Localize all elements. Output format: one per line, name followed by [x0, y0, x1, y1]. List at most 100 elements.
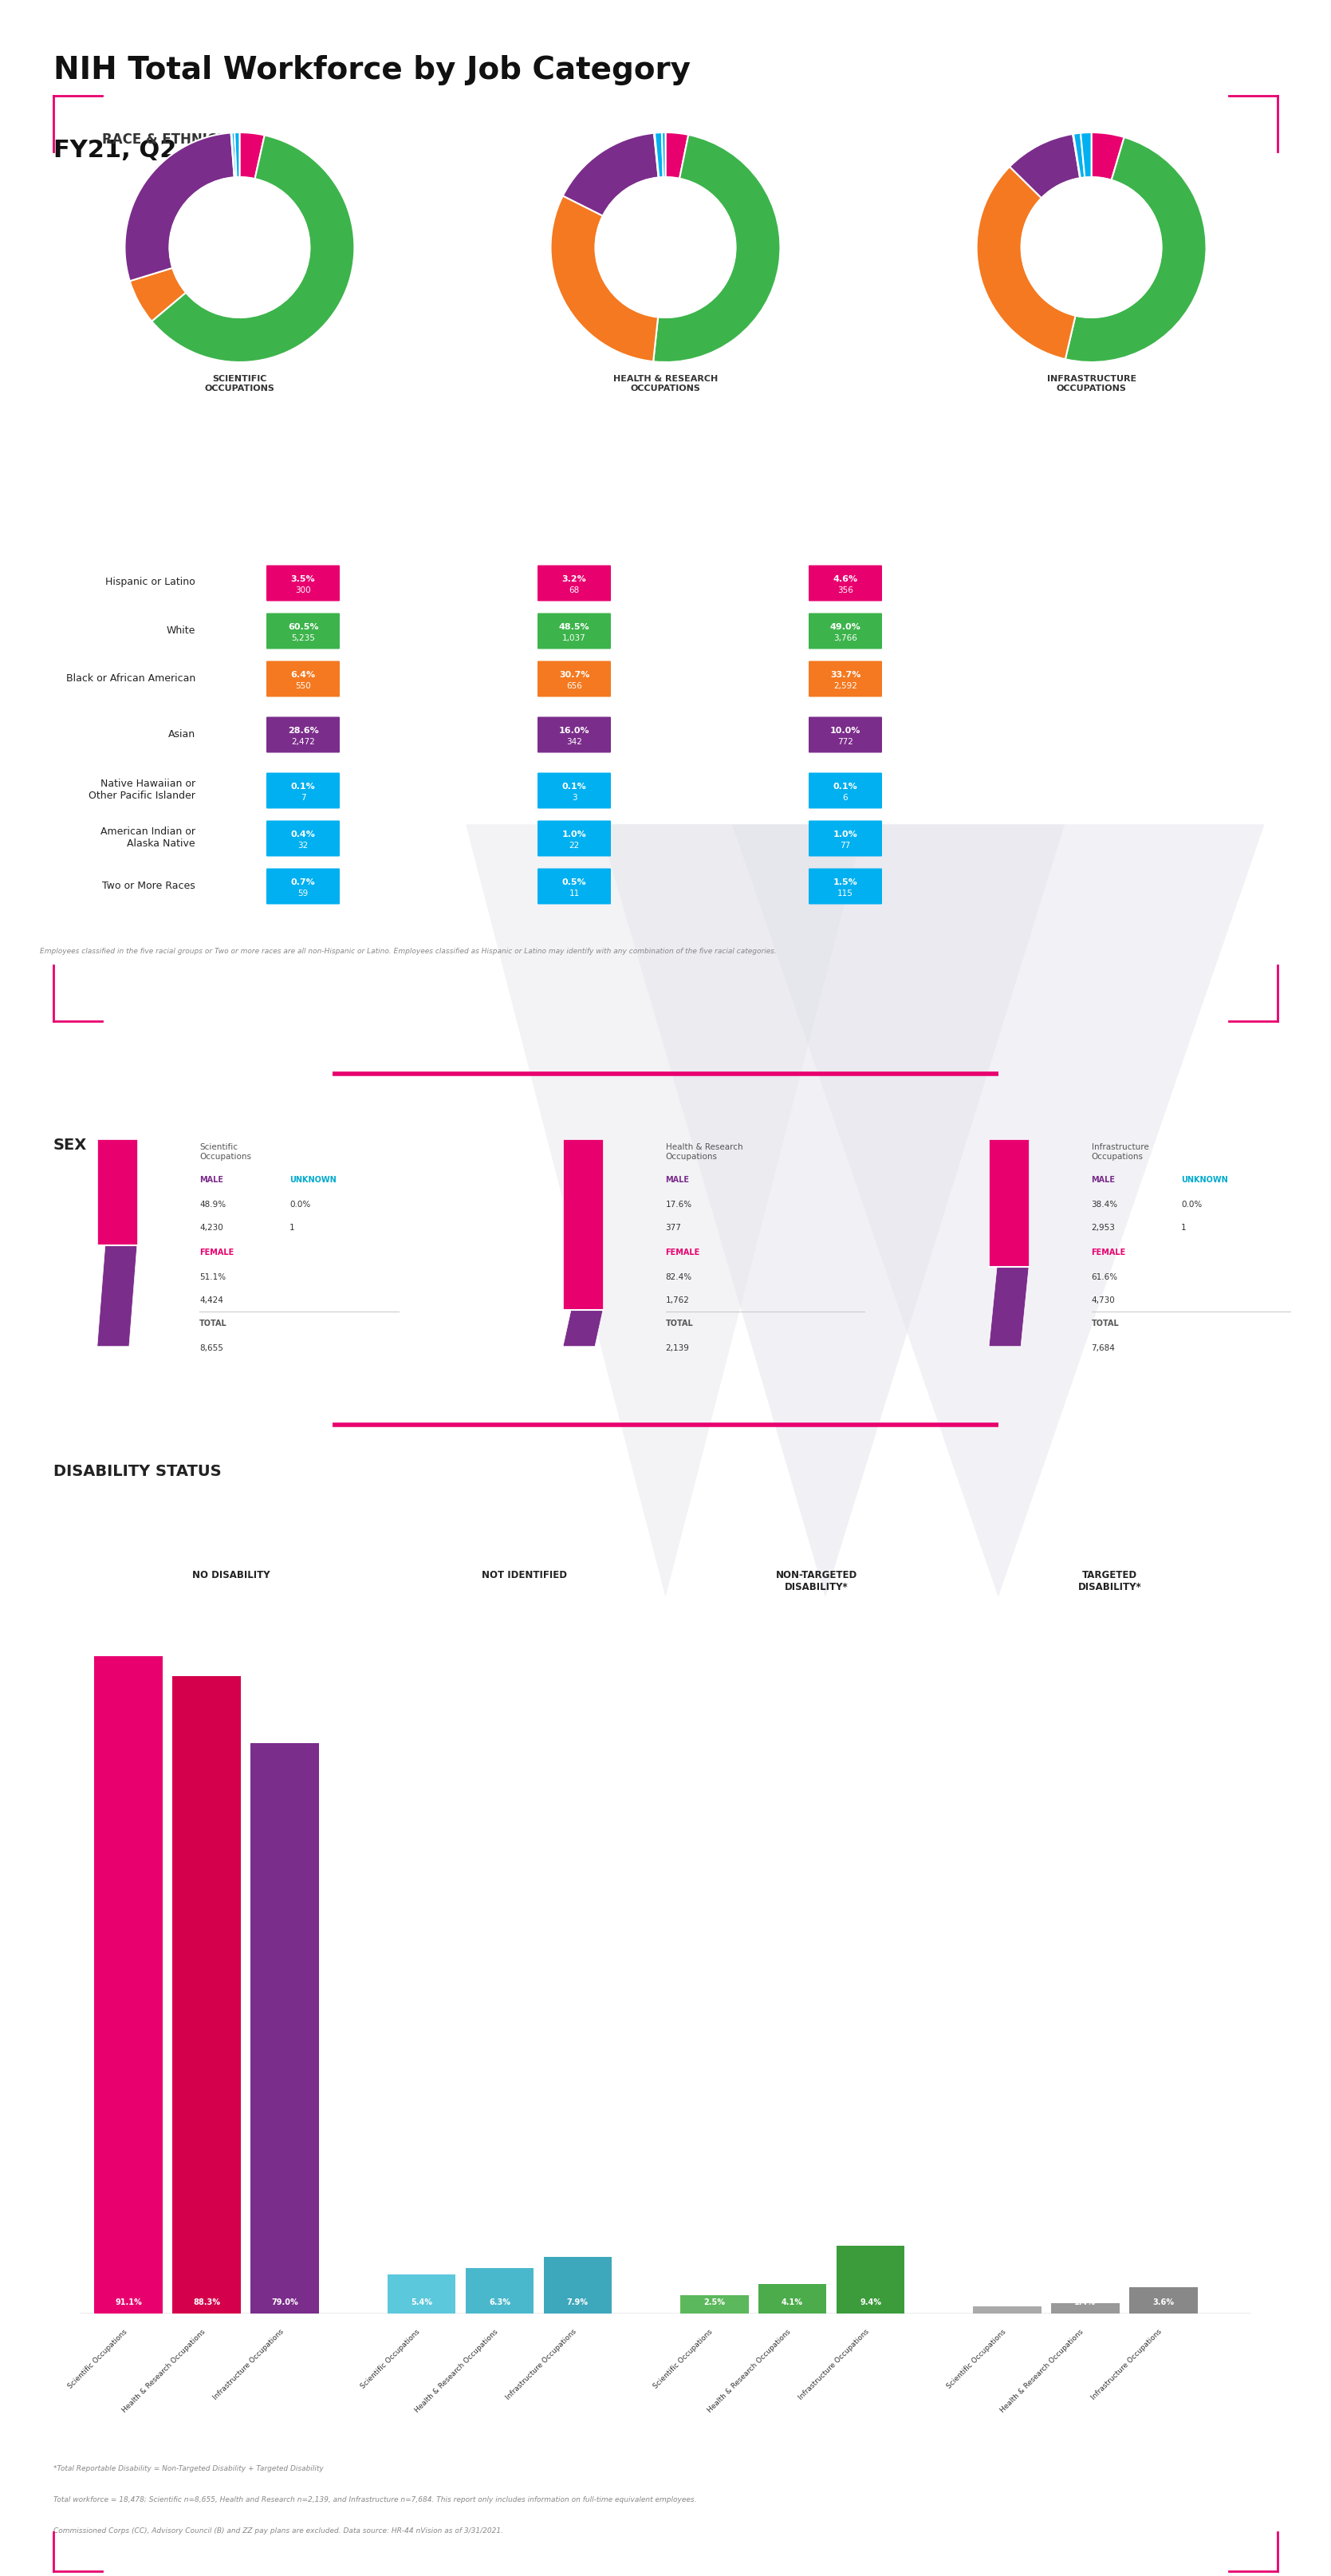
Text: 3.6%: 3.6% — [1153, 2298, 1174, 2306]
Text: 9.4%: 9.4% — [860, 2298, 881, 2306]
Bar — [173, 1677, 241, 2313]
Bar — [836, 2246, 905, 2313]
Bar — [250, 1744, 319, 2313]
FancyBboxPatch shape — [809, 868, 882, 904]
Wedge shape — [234, 131, 240, 178]
Text: 0.0%: 0.0% — [1182, 1200, 1202, 1208]
Text: 550: 550 — [295, 683, 311, 690]
FancyBboxPatch shape — [266, 868, 339, 904]
Text: 3.2%: 3.2% — [562, 574, 587, 582]
Text: 4,424: 4,424 — [200, 1296, 224, 1303]
Text: UNKNOWN: UNKNOWN — [290, 1175, 337, 1182]
Text: NO DISABILITY: NO DISABILITY — [192, 1571, 270, 1582]
Text: Hispanic or Latino: Hispanic or Latino — [105, 577, 196, 587]
Text: White: White — [166, 626, 196, 636]
Wedge shape — [125, 134, 234, 281]
Text: 2,472: 2,472 — [291, 737, 315, 747]
Polygon shape — [732, 824, 1264, 1597]
FancyBboxPatch shape — [809, 564, 882, 600]
FancyBboxPatch shape — [809, 773, 882, 809]
Text: 59: 59 — [298, 889, 309, 896]
Text: Native Hawaiian or
Other Pacific Islander: Native Hawaiian or Other Pacific Islande… — [89, 778, 196, 801]
Text: 60.5%: 60.5% — [287, 623, 318, 631]
FancyBboxPatch shape — [266, 773, 339, 809]
Wedge shape — [1073, 134, 1081, 178]
Text: 0.1%: 0.1% — [290, 783, 315, 791]
Text: 1.0%: 1.0% — [997, 2298, 1018, 2306]
Text: Health & Research Occupations: Health & Research Occupations — [121, 2329, 206, 2414]
Text: 4.1%: 4.1% — [781, 2298, 803, 2306]
Bar — [466, 2267, 534, 2313]
Text: TOTAL: TOTAL — [200, 1319, 228, 1327]
Bar — [680, 2295, 748, 2313]
FancyBboxPatch shape — [266, 716, 339, 752]
Text: 0.4%: 0.4% — [290, 829, 315, 837]
Text: FEMALE: FEMALE — [1091, 1249, 1126, 1257]
Text: 1.0%: 1.0% — [833, 829, 857, 837]
Text: 79.0%: 79.0% — [272, 2298, 298, 2306]
Wedge shape — [1073, 134, 1085, 178]
Wedge shape — [232, 134, 234, 178]
Wedge shape — [240, 131, 265, 178]
Text: 1: 1 — [1182, 1224, 1186, 1231]
Text: 4.6%: 4.6% — [833, 574, 857, 582]
Text: 3,766: 3,766 — [833, 634, 857, 641]
Polygon shape — [466, 824, 865, 1597]
FancyBboxPatch shape — [538, 822, 611, 855]
Wedge shape — [152, 134, 354, 363]
FancyBboxPatch shape — [538, 868, 611, 904]
Circle shape — [595, 178, 736, 317]
Text: 1,762: 1,762 — [666, 1296, 689, 1303]
Text: FEMALE: FEMALE — [200, 1249, 234, 1257]
Text: INFRASTRUCTURE
OCCUPATIONS: INFRASTRUCTURE OCCUPATIONS — [1046, 376, 1137, 392]
Text: Health & Research Occupations: Health & Research Occupations — [707, 2329, 792, 2414]
Polygon shape — [989, 1139, 1029, 1267]
FancyBboxPatch shape — [809, 822, 882, 855]
Text: UNKNOWN: UNKNOWN — [1182, 1175, 1229, 1182]
Text: 4,730: 4,730 — [1091, 1296, 1115, 1303]
Text: Infrastructure Occupations: Infrastructure Occupations — [212, 2329, 285, 2401]
Wedge shape — [977, 167, 1075, 358]
Text: FY21, Q2: FY21, Q2 — [53, 139, 176, 162]
Circle shape — [1021, 178, 1162, 317]
FancyBboxPatch shape — [538, 716, 611, 752]
Wedge shape — [655, 131, 663, 178]
Text: 0.7%: 0.7% — [290, 878, 315, 886]
FancyBboxPatch shape — [538, 564, 611, 600]
Text: 16.0%: 16.0% — [559, 726, 590, 734]
Text: DISABILITY STATUS: DISABILITY STATUS — [53, 1463, 221, 1479]
Text: 7: 7 — [301, 793, 306, 801]
Text: Infrastructure Occupations: Infrastructure Occupations — [797, 2329, 870, 2401]
Text: Infrastructure Occupations: Infrastructure Occupations — [504, 2329, 578, 2401]
Bar — [973, 2306, 1041, 2313]
Text: 1: 1 — [290, 1224, 294, 1231]
Text: 2,953: 2,953 — [1091, 1224, 1115, 1231]
Text: 48.9%: 48.9% — [200, 1200, 226, 1208]
Polygon shape — [563, 1311, 603, 1347]
Wedge shape — [130, 268, 186, 322]
Text: Two or More Races: Two or More Races — [102, 881, 196, 891]
FancyBboxPatch shape — [538, 613, 611, 649]
Wedge shape — [563, 134, 659, 216]
Text: 32: 32 — [298, 842, 309, 850]
Text: 1.5%: 1.5% — [833, 878, 857, 886]
Text: 2.5%: 2.5% — [704, 2298, 725, 2306]
Text: 0.1%: 0.1% — [562, 783, 587, 791]
Text: Black or African American: Black or African American — [67, 672, 196, 683]
Text: American Indian or
Alaska Native: American Indian or Alaska Native — [100, 827, 196, 850]
Text: 115: 115 — [837, 889, 853, 896]
Text: MALE: MALE — [1091, 1175, 1115, 1182]
Text: 772: 772 — [837, 737, 853, 747]
Text: 5.4%: 5.4% — [411, 2298, 433, 2306]
Wedge shape — [1010, 134, 1079, 198]
Text: 5,235: 5,235 — [291, 634, 315, 641]
Text: Total workforce = 18,478; Scientific n=8,655, Health and Research n=2,139, and I: Total workforce = 18,478; Scientific n=8… — [53, 2496, 696, 2504]
Text: 6: 6 — [843, 793, 848, 801]
FancyBboxPatch shape — [809, 716, 882, 752]
Bar — [1129, 2287, 1198, 2313]
Text: 88.3%: 88.3% — [193, 2298, 221, 2306]
FancyBboxPatch shape — [266, 564, 339, 600]
Text: *Total Reportable Disability = Non-Targeted Disability + Targeted Disability: *Total Reportable Disability = Non-Targe… — [53, 2465, 323, 2473]
Bar — [95, 1656, 162, 2313]
Text: SCIENTIFIC
OCCUPATIONS: SCIENTIFIC OCCUPATIONS — [205, 376, 274, 392]
